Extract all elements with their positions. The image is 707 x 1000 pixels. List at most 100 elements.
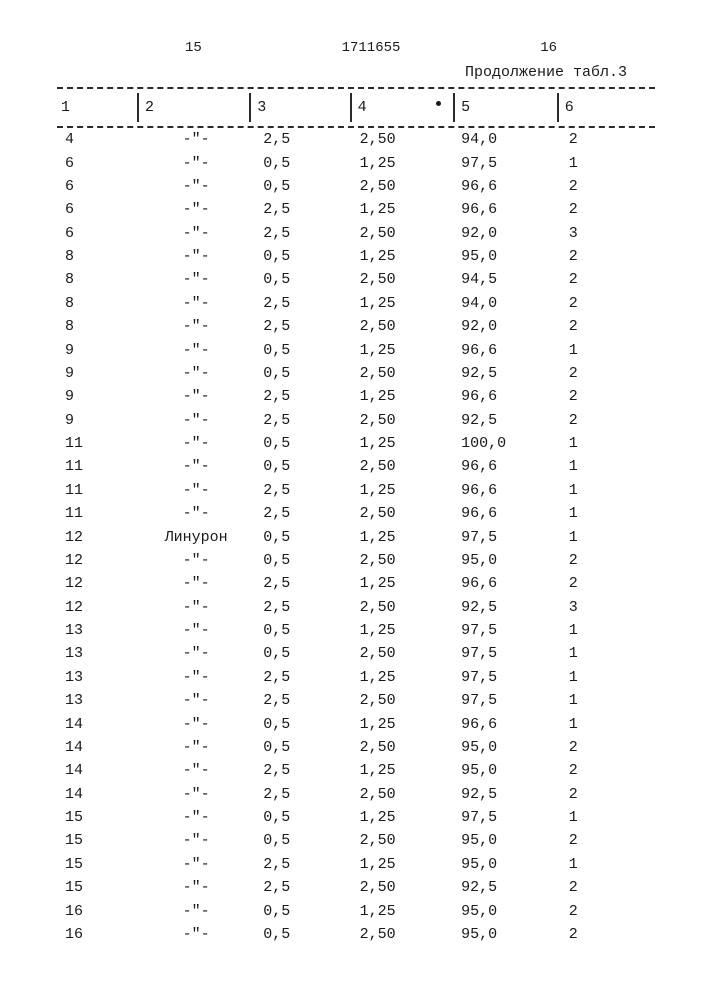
table-cell: 1,25 bbox=[352, 806, 456, 829]
table-cell: 2,5 bbox=[251, 292, 351, 315]
table-cell: 1,25 bbox=[352, 338, 456, 361]
table-row: 11-"-2,52,5096,61 bbox=[55, 502, 657, 525]
table-cell: 0,5 bbox=[251, 525, 351, 548]
table-cell: 2 bbox=[559, 268, 657, 291]
table-caption: Продолжение табл.3 bbox=[55, 64, 627, 81]
table-cell: 1 bbox=[559, 525, 657, 548]
table-row: 15-"-0,51,2597,51 bbox=[55, 806, 657, 829]
table-cell: 2 bbox=[559, 736, 657, 759]
table-cell: 2,5 bbox=[251, 853, 351, 876]
table-cell: -"- bbox=[139, 315, 251, 338]
table-cell: 95,0 bbox=[455, 736, 559, 759]
table-row: 14-"-0,52,5095,02 bbox=[55, 736, 657, 759]
table-cell: Линурон bbox=[139, 525, 251, 548]
table-cell: 0,5 bbox=[251, 549, 351, 572]
table-cell: 1 bbox=[559, 642, 657, 665]
table-cell: 95,0 bbox=[455, 899, 559, 922]
table-cell: 14 bbox=[55, 712, 139, 735]
table-cell: 2 bbox=[559, 362, 657, 385]
table-cell: 2,50 bbox=[352, 268, 456, 291]
table-cell: -"- bbox=[139, 666, 251, 689]
table-cell: 1 bbox=[559, 455, 657, 478]
table-cell: 96,6 bbox=[455, 385, 559, 408]
table-cell: 2,5 bbox=[251, 479, 351, 502]
table-cell: -"- bbox=[139, 409, 251, 432]
table-cell: 2,5 bbox=[251, 409, 351, 432]
table-row: 9-"-0,51,2596,61 bbox=[55, 338, 657, 361]
table-row: 13-"-0,52,5097,51 bbox=[55, 642, 657, 665]
table-cell: 2 bbox=[559, 549, 657, 572]
table-cell: 2 bbox=[559, 572, 657, 595]
table-cell: 92,5 bbox=[455, 783, 559, 806]
table-cell: 15 bbox=[55, 853, 139, 876]
table-cell: -"- bbox=[139, 736, 251, 759]
table-cell: -"- bbox=[139, 876, 251, 899]
table-row: 12-"-2,52,5092,53 bbox=[55, 596, 657, 619]
table-cell: 94,0 bbox=[455, 128, 559, 151]
table-cell: 0,5 bbox=[251, 619, 351, 642]
table-cell: -"- bbox=[139, 362, 251, 385]
col-header-4: 4 bbox=[358, 99, 367, 116]
table-row: 13-"-2,52,5097,51 bbox=[55, 689, 657, 712]
table-cell: 6 bbox=[55, 222, 139, 245]
table-cell: 2,5 bbox=[251, 689, 351, 712]
table-cell: 1,25 bbox=[352, 525, 456, 548]
table-cell: 2,50 bbox=[352, 642, 456, 665]
table-row: 15-"-2,52,5092,52 bbox=[55, 876, 657, 899]
table-cell: -"- bbox=[139, 268, 251, 291]
table-cell: 100,0 bbox=[455, 432, 559, 455]
table-cell: 96,6 bbox=[455, 198, 559, 221]
table-cell: -"- bbox=[139, 783, 251, 806]
table-cell: 2 bbox=[559, 759, 657, 782]
table-row: 15-"-2,51,2595,01 bbox=[55, 853, 657, 876]
table-cell: 95,0 bbox=[455, 829, 559, 852]
table-cell: 1 bbox=[559, 479, 657, 502]
table-cell: 0,5 bbox=[251, 175, 351, 198]
table-cell: 2 bbox=[559, 923, 657, 946]
table-cell: 9 bbox=[55, 362, 139, 385]
table-row: 12-"-2,51,2596,62 bbox=[55, 572, 657, 595]
table-cell: 0,5 bbox=[251, 829, 351, 852]
page-center-number: 1711655 bbox=[342, 40, 401, 56]
table-cell: 94,0 bbox=[455, 292, 559, 315]
table-row: 11-"-2,51,2596,61 bbox=[55, 479, 657, 502]
table-body: 4-"-2,52,5094,026-"-0,51,2597,516-"-0,52… bbox=[55, 128, 657, 946]
table-cell: -"- bbox=[139, 222, 251, 245]
table-cell: 1,25 bbox=[352, 432, 456, 455]
page-header: 15 1711655 16 bbox=[185, 40, 557, 56]
table-cell: 2,50 bbox=[352, 736, 456, 759]
table-cell: -"- bbox=[139, 385, 251, 408]
table-cell: 3 bbox=[559, 222, 657, 245]
table-cell: 3 bbox=[559, 596, 657, 619]
table-cell: 1,25 bbox=[352, 292, 456, 315]
col-header-6: 6 bbox=[565, 99, 574, 116]
table-cell: 96,6 bbox=[455, 175, 559, 198]
table-cell: 0,5 bbox=[251, 923, 351, 946]
table-cell: 1,25 bbox=[352, 712, 456, 735]
table-cell: 96,6 bbox=[455, 572, 559, 595]
table-row: 6-"-0,51,2597,51 bbox=[55, 151, 657, 174]
table-cell: 97,5 bbox=[455, 689, 559, 712]
table-row: 16-"-0,51,2595,02 bbox=[55, 899, 657, 922]
data-table: 1 2 3 4 5 6 4-"-2,52,5094,026-"-0,51,259… bbox=[55, 87, 657, 946]
table-row: 11-"-0,52,5096,61 bbox=[55, 455, 657, 478]
table-cell: 2 bbox=[559, 409, 657, 432]
table-cell: 1,25 bbox=[352, 198, 456, 221]
table-row: 16-"-0,52,5095,02 bbox=[55, 923, 657, 946]
table-cell: 1 bbox=[559, 151, 657, 174]
table-cell: -"- bbox=[139, 151, 251, 174]
table-cell: 9 bbox=[55, 338, 139, 361]
table-cell: -"- bbox=[139, 175, 251, 198]
table-cell: 2,5 bbox=[251, 502, 351, 525]
table-cell: 0,5 bbox=[251, 432, 351, 455]
table-cell: 2,5 bbox=[251, 385, 351, 408]
table-cell: 95,0 bbox=[455, 759, 559, 782]
table-cell: 97,5 bbox=[455, 642, 559, 665]
table-row: 6-"-2,51,2596,62 bbox=[55, 198, 657, 221]
col-header-5: 5 bbox=[461, 99, 470, 116]
table-cell: 96,6 bbox=[455, 712, 559, 735]
table-cell: 1,25 bbox=[352, 479, 456, 502]
table-cell: 2 bbox=[559, 783, 657, 806]
table-cell: 0,5 bbox=[251, 806, 351, 829]
table-row: 13-"-2,51,2597,51 bbox=[55, 666, 657, 689]
